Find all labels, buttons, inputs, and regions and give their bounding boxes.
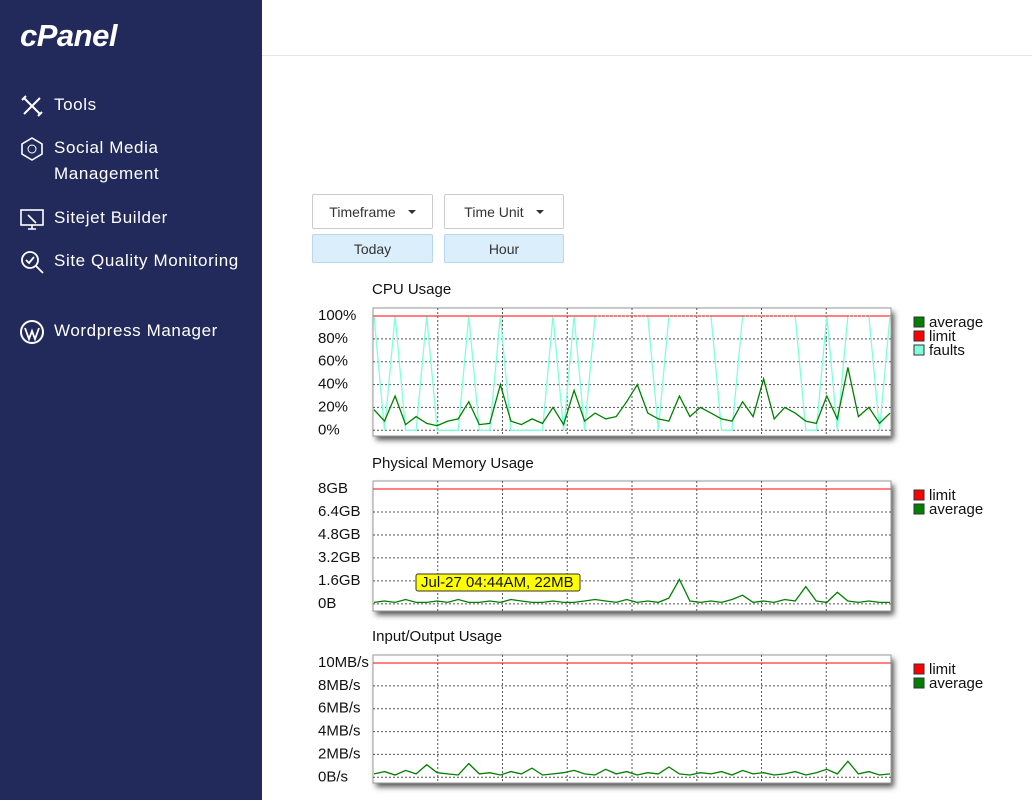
- nav-label: Site Quality Monitoring: [54, 251, 239, 270]
- series-line: [373, 577, 890, 604]
- chart-title: Physical Memory Usage: [372, 455, 534, 472]
- y-tick-label: 40%: [318, 376, 348, 393]
- y-tick-label: 1.6GB: [318, 572, 361, 589]
- y-tick-label: 10MB/s: [318, 654, 369, 671]
- chart-title: Input/Output Usage: [372, 628, 502, 645]
- timeframe-value[interactable]: Today: [312, 234, 433, 263]
- legend-swatch: [913, 489, 925, 501]
- timeframe-dropdown[interactable]: Timeframe: [312, 194, 433, 229]
- legend-label: average: [929, 501, 983, 518]
- y-tick-label: 80%: [318, 330, 348, 347]
- y-tick-label: 8GB: [318, 480, 348, 497]
- series-line: [373, 367, 891, 427]
- legend-swatch: [913, 503, 925, 515]
- y-tick-label: 6.4GB: [318, 503, 361, 520]
- icon: [20, 320, 44, 344]
- nav-label: Social Media Management: [54, 138, 160, 183]
- y-tick-label: 4.8GB: [318, 526, 361, 543]
- y-tick-label: 6MB/s: [318, 700, 361, 717]
- time-unit-value[interactable]: Hour: [444, 234, 564, 263]
- top-bar: [262, 0, 1032, 56]
- tooltip-text: Jul-27 04:44AM, 22MB: [421, 574, 574, 591]
- legend-label: faults: [929, 342, 965, 359]
- y-tick-label: 60%: [318, 353, 348, 370]
- legend-swatch: [913, 316, 925, 328]
- y-tick-label: 2MB/s: [318, 745, 361, 762]
- y-tick-label: 0%: [318, 421, 340, 438]
- icon: [20, 209, 44, 230]
- icon: [21, 95, 43, 117]
- y-tick-label: 100%: [318, 307, 356, 324]
- dropdown-label: Time Unit: [464, 203, 524, 220]
- y-tick-label: 3.2GB: [318, 549, 361, 566]
- y-tick-label: 0B/s: [318, 768, 348, 785]
- time-unit-dropdown[interactable]: Time Unit: [444, 194, 564, 229]
- nav-label: Sitejet Builder: [54, 208, 168, 227]
- icon: [21, 137, 43, 161]
- tooltip-box: [415, 573, 581, 592]
- nav-item[interactable]: Sitejet Builder: [18, 205, 239, 233]
- series-line: [373, 760, 891, 776]
- legend-label: limit: [929, 328, 956, 345]
- legend-label: limit: [929, 661, 956, 678]
- logo[interactable]: cPanel: [20, 18, 117, 53]
- sidebar: cPanel Tools Social Media Management Sit…: [0, 0, 262, 800]
- y-tick-label: 4MB/s: [318, 723, 361, 740]
- nav-item[interactable]: Wordpress Manager: [18, 318, 239, 346]
- legend-swatch: [913, 344, 925, 356]
- y-tick-label: 0B: [318, 595, 336, 612]
- chart-title: CPU Usage: [372, 281, 451, 298]
- legend-swatch: [913, 330, 925, 342]
- nav-item[interactable]: Tools: [18, 92, 239, 120]
- nav-label: Wordpress Manager: [54, 321, 218, 340]
- legend-label: limit: [929, 487, 956, 504]
- legend-label: average: [929, 675, 983, 692]
- icon: [21, 251, 44, 274]
- legend-label: average: [929, 314, 983, 331]
- nav-item[interactable]: Site Quality Monitoring: [18, 248, 239, 276]
- dropdown-label: Timeframe: [329, 203, 396, 220]
- legend-swatch: [913, 677, 925, 689]
- nav-label: Tools: [54, 95, 97, 114]
- nav-item[interactable]: Social Media Management: [18, 135, 239, 187]
- legend-swatch: [913, 663, 925, 675]
- y-tick-label: 20%: [318, 398, 348, 415]
- y-tick-label: 8MB/s: [318, 677, 361, 694]
